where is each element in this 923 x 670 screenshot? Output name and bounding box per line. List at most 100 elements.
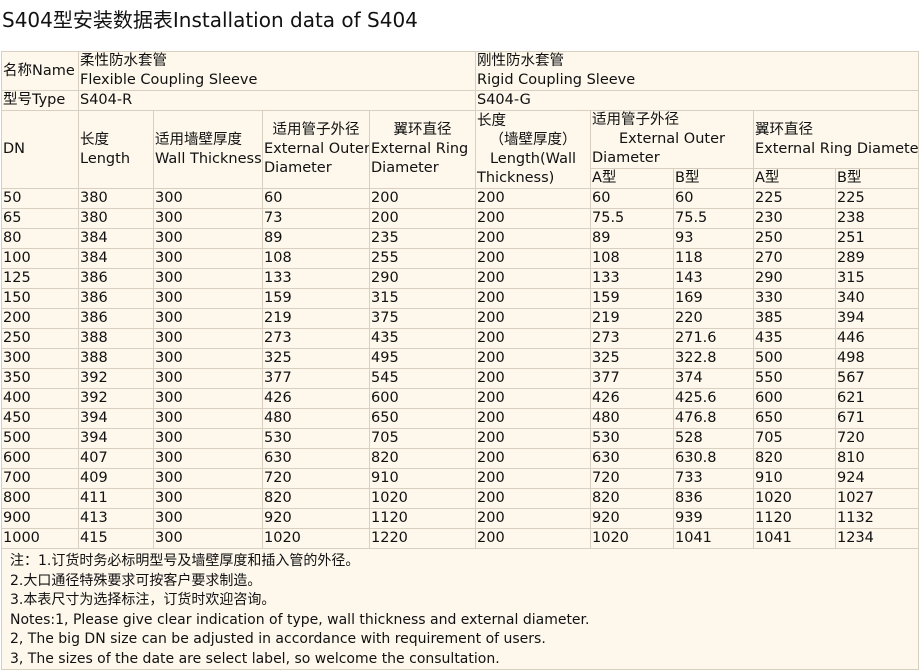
cell-g-outer-a: 630 [590,448,674,469]
cell-length: 392 [78,368,154,389]
cell-ring-diameter: 1120 [369,508,476,529]
table-row: 600 407 300 630 820 200 630 630.8 820 810 [1,448,920,469]
cell-g-outer-b: 271.6 [673,328,754,349]
cell-outer-diameter: 73 [262,208,370,229]
cell-ring-diameter: 255 [369,248,476,269]
notes-cell: 注：1.订货时务必标明型号及墙壁厚度和插入管的外径。 2.大口通径特殊要求可按客… [0,548,920,670]
cell-wall-thickness: 300 [153,368,263,389]
cell-g-ring-a: 1041 [753,528,836,549]
cell-length: 409 [78,468,154,489]
cell-ring-diameter: 235 [369,228,476,249]
cell-dn: 900 [1,508,79,529]
g-outer-en2: Diameter [592,150,660,166]
cell-g-outer-b: 118 [673,248,754,269]
cell-dn: 300 [1,348,79,369]
table-row: 700 409 300 720 910 200 720 733 910 924 [1,468,920,489]
cell-wall-thickness: 300 [153,428,263,449]
cell-length: 394 [78,428,154,449]
cell-length: 413 [78,508,154,529]
g-length-header: 长度 （墙壁厚度） Length(Wall Thickness) [475,110,591,189]
cell-g-outer-a: 426 [590,388,674,409]
cell-g-outer-a: 377 [590,368,674,389]
cell-g-ring-a: 550 [753,368,836,389]
table-row: 80 384 300 89 235 200 89 93 250 251 [1,228,920,249]
cell-outer-diameter: 720 [262,468,370,489]
type-r: S404-R [78,90,476,111]
cell-g-ring-b: 1132 [834,508,920,529]
cell-g-outer-b: 220 [673,308,754,329]
cell-outer-diameter: 219 [262,308,370,329]
cell-outer-diameter: 159 [262,288,370,309]
cell-dn: 200 [1,308,79,329]
cell-g-ring-a: 500 [753,348,836,369]
flexible-sleeve-en: Flexible Coupling Sleeve [80,72,258,88]
g-ring-cn: 翼环直径 [755,121,813,138]
cell-ring-diameter: 200 [369,208,476,229]
cell-length: 388 [78,328,154,349]
cell-g-ring-b: 340 [834,288,920,309]
note-line: 2.大口通径特殊要求可按客户要求制造。 [10,572,262,589]
note-line: 3.本表尺寸为选择标注，订货时欢迎咨询。 [10,592,276,608]
cell-g-outer-b: 476.8 [673,408,754,429]
cell-outer-diameter: 630 [262,448,370,469]
cell-g-length: 200 [475,248,591,269]
cell-g-ring-a: 910 [753,468,836,489]
cell-g-length: 200 [475,428,591,449]
cell-g-length: 200 [475,488,591,509]
header-row-columns: DN 长度 Length 适用墙壁厚度 Wall Thickness 适用管子外… [1,110,920,189]
cell-ring-diameter: 705 [369,428,476,449]
g-outer-type-a: A型 [590,168,674,189]
cell-g-ring-a: 230 [753,208,836,229]
wall-thickness-header: 适用墙壁厚度 Wall Thickness [153,110,263,189]
cell-outer-diameter: 530 [262,428,370,449]
g-ring-diameter-header: 翼环直径 External Ring Diameter [752,110,920,169]
cell-g-ring-b: 238 [834,208,920,229]
cell-g-length: 200 [475,408,591,429]
cell-g-ring-b: 567 [834,368,920,389]
note-line: Notes:1, Please give clear indication of… [10,611,590,628]
cell-dn: 600 [1,448,79,469]
cell-g-outer-a: 480 [590,408,674,429]
outer-en1: External Outer [264,141,370,157]
cell-wall-thickness: 300 [153,228,263,249]
cell-g-outer-b: 169 [673,288,754,309]
cell-g-ring-a: 600 [753,388,836,409]
cell-g-outer-a: 75.5 [590,208,674,229]
cell-g-length: 200 [475,508,591,529]
cell-g-length: 200 [475,288,591,309]
outer-en2: Diameter [264,160,332,176]
cell-g-outer-b: 733 [673,468,754,489]
cell-g-ring-a: 250 [753,228,836,249]
cell-dn: 80 [1,228,79,249]
cell-wall-thickness: 300 [153,188,263,209]
table-row: 450 394 300 480 650 200 480 476.8 650 671 [1,408,920,429]
cell-g-outer-b: 630.8 [673,448,754,469]
cell-g-length: 200 [475,228,591,249]
cell-g-ring-a: 435 [753,328,836,349]
cell-dn: 65 [1,208,79,229]
cell-g-ring-a: 270 [753,248,836,269]
cell-g-ring-b: 1027 [834,488,920,509]
flexible-sleeve-header: 柔性防水套管 Flexible Coupling Sleeve [78,51,476,91]
table-row: 65 380 300 73 200 200 75.5 75.5 230 238 [1,208,920,229]
ring-en1: External Ring [371,141,469,157]
cell-ring-diameter: 200 [369,188,476,209]
installation-table-container: 名称Name 柔性防水套管 Flexible Coupling Sleeve 刚… [0,51,920,670]
cell-g-ring-a: 650 [753,408,836,429]
cell-wall-thickness: 300 [153,208,263,229]
g-ring-type-a: A型 [753,168,836,189]
flexible-sleeve-cn: 柔性防水套管 [80,53,167,69]
cell-g-outer-a: 219 [590,308,674,329]
cell-length: 380 [78,208,154,229]
cell-outer-diameter: 60 [262,188,370,209]
cell-g-ring-a: 330 [753,288,836,309]
cell-g-ring-a: 820 [753,448,836,469]
cell-g-outer-a: 89 [590,228,674,249]
table-row: 1000 415 300 1020 1220 200 1020 1041 1041 1234 [1,528,920,549]
cell-g-outer-b: 1041 [673,528,754,549]
cell-length: 386 [78,288,154,309]
cell-g-outer-b: 60 [673,188,754,209]
cell-ring-diameter: 315 [369,288,476,309]
cell-g-ring-b: 498 [834,348,920,369]
cell-g-ring-b: 251 [834,228,920,249]
